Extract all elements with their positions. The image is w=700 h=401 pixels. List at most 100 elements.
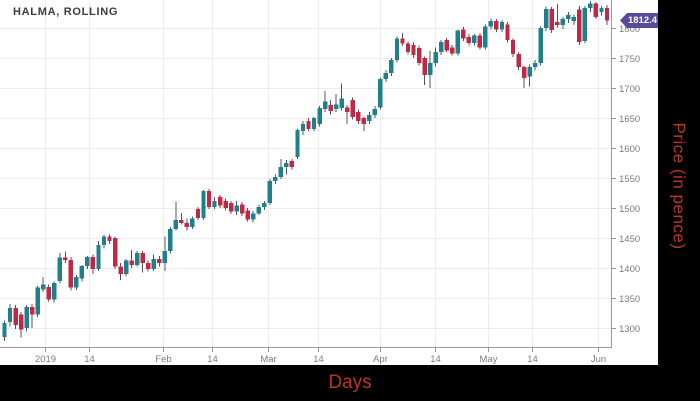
candle-body-up [7,308,13,322]
axes-layer [0,0,616,352]
y-tick-label: 1800 [619,24,640,35]
x-tick-label: Jun [591,354,606,365]
candle-body-up [278,167,284,177]
candle-body-down [521,67,527,78]
candle-body-down [461,29,466,39]
candle-body-down [118,266,123,274]
candlestick-plot[interactable]: 1300 1350 1400 1450 1500 1550 1600 1650 1700 1750… [0,0,658,365]
candle-body-up [251,213,256,220]
candle-body-up [560,19,565,26]
candle-body-up [190,218,195,228]
candles-layer [2,1,610,342]
candle-body-up [201,191,206,219]
candle-body-up [427,62,433,75]
candle-body-down [239,204,245,214]
candle-body-up [455,30,460,54]
candle-body-up [339,98,344,108]
x-tick-label: 14 [527,354,538,365]
candle-body-up [433,52,438,63]
candle-body-up [483,26,488,48]
candle-body-up [367,115,372,122]
candle-body-down [68,260,74,288]
candle-body-up [538,28,543,63]
candle-body-down [18,314,24,330]
candle-body-down [516,53,521,68]
x-tick-label: 14 [207,354,218,365]
candle-body-up [262,203,267,207]
candle-body-down [107,236,112,241]
x-tick-label: Apr [373,354,388,365]
candle-body-up [599,7,604,12]
candle-body-up [173,219,179,229]
candle-body-up [168,228,173,252]
candle-body-up [74,276,79,288]
candle-body-up [273,176,278,181]
candle-body-down [245,210,250,220]
candle-body-down [306,121,311,129]
x-tick-label: 14 [430,354,441,365]
grid-layer [0,0,611,347]
candle-body-down [422,58,427,75]
candle-body-down [179,219,184,223]
y-tick-label: 1750 [619,54,640,65]
candle-body-down [146,263,151,270]
x-tick-label: May [480,354,498,365]
candle-body-up [40,284,46,290]
candle-body-down [328,104,333,111]
candle-body-up [588,3,593,8]
candle-body-down [400,38,405,44]
candle-body-down [13,308,18,325]
x-tick-label: 14 [84,354,95,365]
last-price-badge: 1812.4 [620,13,659,28]
candle-body-down [549,8,554,30]
y-tick-label: 1600 [619,144,640,155]
candle-body-up [472,35,477,44]
candle-body-down [217,197,223,206]
candle-body-up [35,287,40,315]
candle-body-down [350,100,355,117]
x-tick-label: Feb [155,354,171,365]
candle-body-down [555,22,560,26]
candle-body-down [46,287,51,300]
candle-body-down [593,3,599,17]
candle-body-up [96,245,101,270]
candle-body-up [532,62,538,68]
candle-body-up [566,14,571,20]
candle-body-down [289,161,295,168]
candle-body-down [577,9,582,42]
candle-body-down [112,237,118,267]
candle-body-up [311,118,317,129]
candle-body-down [223,200,228,208]
candle-body-up [499,22,505,30]
y-tick-label: 1400 [619,264,640,275]
candle-body-down [157,258,162,264]
candle-body-up [582,7,588,41]
candle-body-down [129,260,134,265]
x-tick-label: Mar [260,354,276,365]
candle-body-up [162,251,167,264]
candle-body-down [477,35,483,48]
candle-body-down [604,7,610,21]
candle-body-up [284,163,289,168]
candle-body-down [505,24,510,41]
candle-body-up [134,252,140,265]
y-tick-label: 1650 [619,114,640,125]
candle-body-down [444,40,449,51]
x-axis-title: Days [328,372,372,393]
candle-body-down [228,203,234,212]
candle-body-up [438,41,444,53]
candle-body-down [90,257,96,270]
y-tick-label: 1500 [619,204,640,215]
candle-body-down [29,306,35,315]
candle-body-up [389,59,394,74]
candle-body-down [405,43,411,53]
candle-body-up [571,16,577,21]
candle-body-up [527,67,532,77]
candle-body-up [52,282,57,300]
candle-body-up [151,258,156,270]
candle-body-up [300,124,306,132]
candle-body-down [450,47,455,54]
y-tick-label: 1700 [619,84,640,95]
candle-body-down [510,40,516,54]
